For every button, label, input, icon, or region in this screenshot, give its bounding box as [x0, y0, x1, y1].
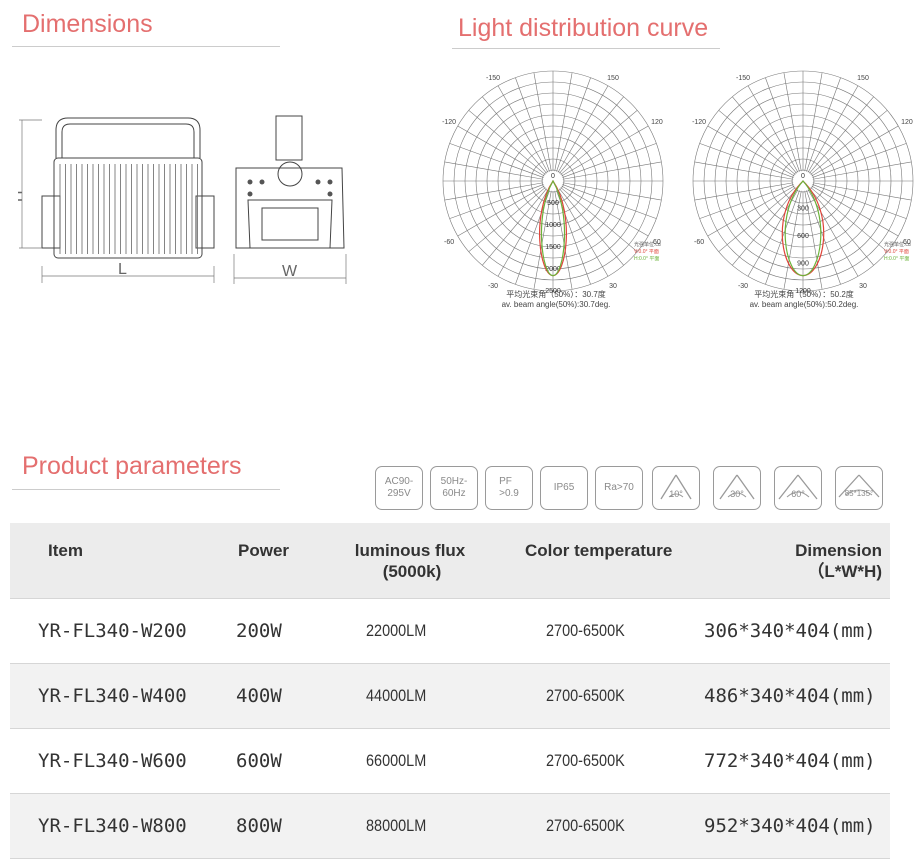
angle-tick-label: -60	[694, 239, 704, 246]
voltage-badge: AC90- 295V	[375, 466, 423, 510]
cell-flux: 22000LM	[366, 621, 427, 640]
angle-tick-label: -30	[488, 283, 498, 290]
cell-item: YR-FL340-W600	[38, 750, 187, 772]
side-view-drawing: W	[233, 115, 347, 284]
cell-dimension: 486*340*404(mm)	[704, 685, 876, 707]
beam-30-icon: 30°	[713, 466, 761, 510]
ring-value-label: 2500	[545, 288, 561, 295]
beam-angle-cn-1: 平均光束角（50%）：30.7度	[506, 290, 606, 299]
header-dimension-label: Dimension	[795, 541, 882, 560]
header-dimension: Dimension （L*W*H)	[780, 540, 882, 582]
ring-value-label: 1000	[545, 222, 561, 229]
height-label: H	[18, 190, 26, 202]
light-curve-title: Light distribution curve	[458, 14, 709, 42]
table-row: YR-FL340-W200 200W 22000LM 2700-6500K 30…	[10, 599, 890, 664]
angle-tick-label: -150	[486, 75, 500, 82]
h-plane-curve	[784, 180, 822, 277]
cell-power: 200W	[236, 620, 282, 642]
product-parameters-divider	[12, 489, 280, 490]
beam-angle-cn-2: 平均光束角（50%）：50.2度	[754, 290, 854, 299]
cell-cct: 2700-6500K	[546, 621, 625, 640]
cell-flux: 88000LM	[366, 816, 427, 835]
beam-angle-en-2: av. beam angle(50%):50.2deg.	[749, 300, 859, 309]
table-row: YR-FL340-W400 400W 44000LM 2700-6500K 48…	[10, 664, 890, 729]
cell-item: YR-FL340-W200	[38, 620, 187, 642]
angle-tick-label: 60	[653, 239, 661, 246]
cell-dimension: 772*340*404(mm)	[704, 750, 876, 772]
dimensions-divider	[12, 46, 280, 47]
light-curve-30deg: -/+180-150150-120120-9090-6060-303050010…	[438, 70, 664, 295]
light-curve-50deg: -/+180-150150-120120-9090-6060-303030060…	[688, 70, 914, 295]
ring-value-label: 300	[797, 206, 809, 213]
cell-cct: 2700-6500K	[546, 751, 625, 770]
angle-tick-label: 60	[903, 239, 911, 246]
angle-tick-label: 120	[651, 119, 663, 126]
cell-power: 800W	[236, 815, 282, 837]
header-flux: luminous flux (5000k)	[350, 540, 470, 582]
beam-angle-en-1: av. beam angle(50%):30.7deg.	[501, 300, 611, 309]
table-row: YR-FL340-W600 600W 66000LM 2700-6500K 77…	[10, 729, 890, 794]
cell-dimension: 306*340*404(mm)	[704, 620, 876, 642]
light-curve-divider	[452, 48, 720, 49]
ip-rating-badge: IP65	[540, 466, 588, 510]
angle-tick-label: 120	[901, 119, 913, 126]
beam-85x135-icon: 85*135°	[835, 466, 883, 510]
legend-entry: V:0.0° 平面	[884, 249, 909, 255]
angle-tick-label: -60	[444, 239, 454, 246]
legend-entry: H:0.0° 平面	[634, 256, 659, 262]
cell-flux: 66000LM	[366, 751, 427, 770]
beam-10-icon: 10°	[652, 466, 700, 510]
cell-dimension: 952*340*404(mm)	[704, 815, 876, 837]
legend-entry: V:0.0° 平面	[634, 249, 659, 255]
header-dimension-unit: （L*W*H)	[807, 562, 882, 581]
dimensions-title: Dimensions	[22, 10, 153, 38]
angle-tick-label: 30	[609, 283, 617, 290]
ring-value-label: 1200	[795, 288, 811, 295]
width-label: W	[282, 263, 298, 280]
ring-zero-label: 0	[551, 173, 555, 180]
cell-cct: 2700-6500K	[546, 816, 625, 835]
header-flux-label: luminous flux	[354, 541, 466, 560]
cell-cct: 2700-6500K	[546, 686, 625, 705]
header-cct: Color temperature	[525, 541, 673, 560]
legend-entry: 光强单位:cd	[634, 241, 661, 248]
cell-power: 600W	[236, 750, 282, 772]
h-plane-curve	[540, 179, 566, 277]
beam-60-icon: 60°	[774, 466, 822, 510]
table-row: YR-FL340-W800 800W 88000LM 2700-6500K 95…	[10, 794, 890, 859]
legend-entry: H:0.0° 平面	[884, 256, 909, 262]
header-power: Power	[238, 541, 290, 560]
cell-item: YR-FL340-W800	[38, 815, 187, 837]
angle-tick-label: 30	[859, 283, 867, 290]
product-parameters-title: Product parameters	[22, 452, 242, 480]
ring-value-label: 2000	[545, 266, 561, 273]
ring-value-label: 1500	[545, 244, 561, 251]
angle-tick-label: -30	[738, 283, 748, 290]
header-flux-unit: (5000k)	[382, 562, 442, 581]
product-parameter-table: Item Power luminous flux (5000k) Color t…	[10, 523, 890, 859]
cell-item: YR-FL340-W400	[38, 685, 187, 707]
ring-value-label: 500	[547, 200, 559, 207]
power-factor-badge: PF >0.9	[485, 466, 533, 510]
length-label: L	[118, 261, 127, 278]
angle-tick-label: 150	[857, 75, 869, 82]
spec-badges: AC90- 295V 50Hz- 60Hz PF >0.9 IP65 Ra>70…	[375, 466, 885, 514]
angle-tick-label: -120	[692, 119, 706, 126]
cell-power: 400W	[236, 685, 282, 707]
angle-tick-label: -150	[736, 75, 750, 82]
cri-badge: Ra>70	[595, 466, 643, 510]
angle-tick-label: -120	[442, 119, 456, 126]
cell-flux: 44000LM	[366, 686, 427, 705]
ring-value-label: 900	[797, 261, 809, 268]
ring-value-label: 600	[797, 233, 809, 240]
table-header: Item Power luminous flux (5000k) Color t…	[10, 523, 890, 599]
ring-zero-label: 0	[801, 173, 805, 180]
legend-entry: 光强单位:cd	[884, 241, 911, 248]
header-item: Item	[48, 541, 83, 560]
front-view-drawing: H L	[18, 117, 215, 283]
angle-tick-label: 150	[607, 75, 619, 82]
frequency-badge: 50Hz- 60Hz	[430, 466, 478, 510]
